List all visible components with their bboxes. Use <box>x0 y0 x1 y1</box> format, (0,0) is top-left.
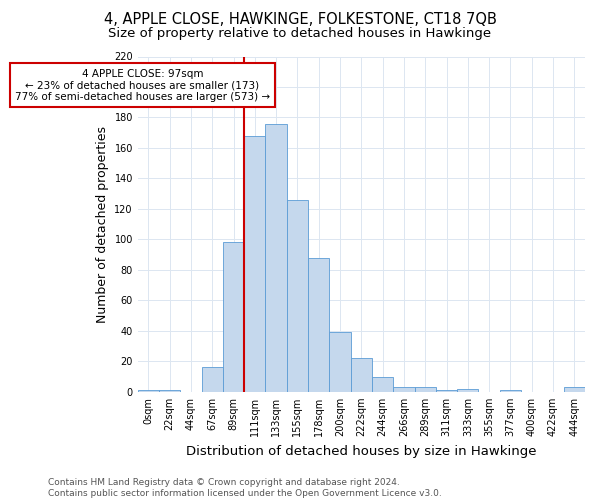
Text: 4, APPLE CLOSE, HAWKINGE, FOLKESTONE, CT18 7QB: 4, APPLE CLOSE, HAWKINGE, FOLKESTONE, CT… <box>104 12 496 28</box>
Text: Size of property relative to detached houses in Hawkinge: Size of property relative to detached ho… <box>109 28 491 40</box>
Bar <box>223 242 244 392</box>
Text: 4 APPLE CLOSE: 97sqm
← 23% of detached houses are smaller (173)
77% of semi-deta: 4 APPLE CLOSE: 97sqm ← 23% of detached h… <box>15 68 270 102</box>
Bar <box>500 390 521 392</box>
Bar <box>393 387 415 392</box>
Bar <box>287 200 308 392</box>
Text: Contains HM Land Registry data © Crown copyright and database right 2024.
Contai: Contains HM Land Registry data © Crown c… <box>48 478 442 498</box>
Bar <box>372 376 393 392</box>
Bar <box>415 387 436 392</box>
Bar <box>159 390 180 392</box>
Bar <box>244 136 265 392</box>
Bar <box>436 390 457 392</box>
Bar <box>137 390 159 392</box>
Bar <box>563 387 585 392</box>
Bar <box>457 389 478 392</box>
Bar <box>329 332 350 392</box>
Bar <box>202 368 223 392</box>
Bar <box>265 124 287 392</box>
Bar <box>350 358 372 392</box>
X-axis label: Distribution of detached houses by size in Hawkinge: Distribution of detached houses by size … <box>186 444 536 458</box>
Bar <box>308 258 329 392</box>
Y-axis label: Number of detached properties: Number of detached properties <box>95 126 109 322</box>
